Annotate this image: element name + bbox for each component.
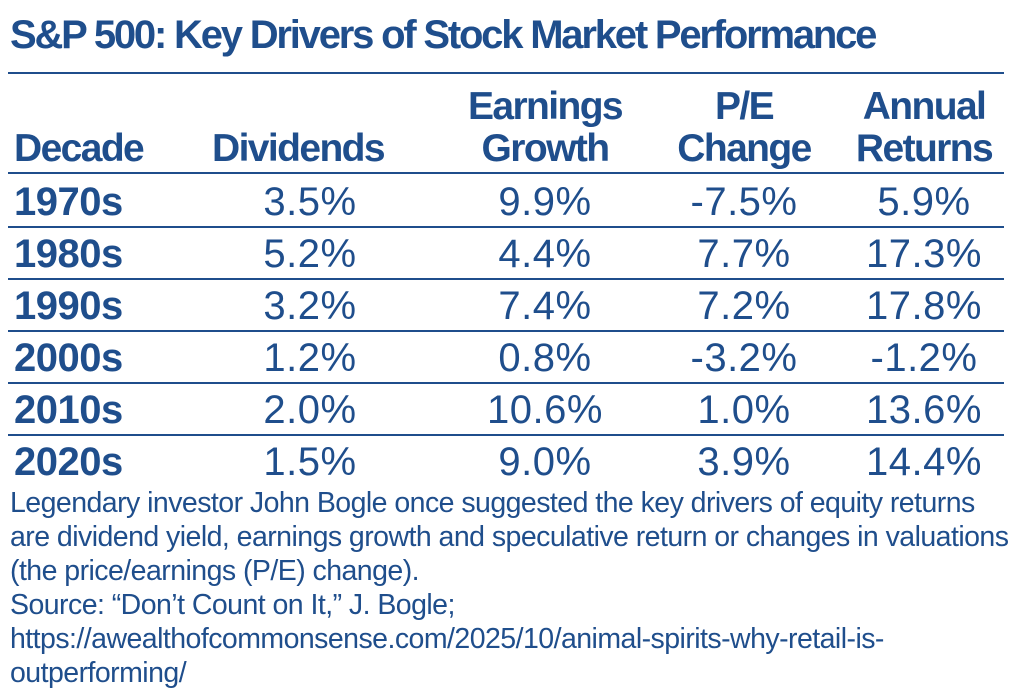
cell-2000s-annual-returns: -1.2%: [870, 336, 978, 380]
cell-2010s-pe-change: 1.0%: [697, 388, 791, 432]
cell-2020s-pe-change: 3.9%: [697, 440, 791, 484]
row-rule: [8, 434, 1004, 436]
cell-1990s-annual-returns: 17.8%: [866, 284, 982, 328]
row-rule: [8, 382, 1004, 384]
header-annual-returns-line1: Annual: [862, 85, 987, 128]
cell-2020s-earnings-growth: 9.0%: [498, 440, 592, 484]
cell-2020s-annual-returns: 14.4%: [866, 440, 982, 484]
cell-2010s-annual-returns: 13.6%: [866, 388, 982, 432]
cell-2020s-dividends: 1.5%: [263, 440, 357, 484]
row-rule: [8, 278, 1004, 280]
header-pe-change: P/E Change: [654, 86, 834, 170]
cell-1970s-annual-returns: 5.9%: [877, 180, 971, 224]
row-label-1970s: 1970s: [14, 180, 123, 224]
footnote: Legendary investor John Bogle once sugge…: [10, 486, 1014, 690]
header-decade: Decade: [14, 127, 145, 170]
header-earnings-growth-line2: Growth: [481, 127, 610, 170]
row-label-1990s: 1990s: [14, 284, 123, 328]
title-rule: [8, 72, 1004, 74]
header-pe-change-line2: Change: [677, 127, 812, 170]
footnote-description: Legendary investor John Bogle once sugge…: [10, 487, 1009, 587]
cell-2000s-earnings-growth: 0.8%: [498, 336, 592, 380]
cell-2000s-dividends: 1.2%: [263, 336, 357, 380]
row-label-1980s: 1980s: [14, 232, 123, 276]
cell-2000s-pe-change: -3.2%: [690, 336, 798, 380]
cell-1970s-dividends: 3.5%: [263, 180, 357, 224]
cell-1970s-pe-change: -7.5%: [690, 180, 798, 224]
cell-1970s-earnings-growth: 9.9%: [498, 180, 592, 224]
footnote-source: Source: “Don’t Count on It,” J. Bogle; h…: [10, 589, 884, 689]
header-annual-returns-line2: Returns: [855, 127, 994, 170]
header-dividends: Dividends: [212, 127, 386, 170]
row-rule: [8, 330, 1004, 332]
cell-1990s-earnings-growth: 7.4%: [498, 284, 592, 328]
header-pe-change-line1: P/E: [714, 85, 775, 128]
header-annual-returns: Annual Returns: [834, 86, 1014, 170]
row-rule: [8, 226, 1004, 228]
cell-1980s-earnings-growth: 4.4%: [498, 232, 592, 276]
header-earnings-growth: Earnings Growth: [440, 86, 650, 170]
row-label-2010s: 2010s: [14, 388, 123, 432]
cell-1980s-dividends: 5.2%: [263, 232, 357, 276]
cell-2010s-earnings-growth: 10.6%: [487, 388, 603, 432]
header-earnings-growth-line1: Earnings: [467, 85, 624, 128]
row-label-2020s: 2020s: [14, 440, 123, 484]
cell-2010s-dividends: 2.0%: [263, 388, 357, 432]
header-rule: [8, 172, 1004, 174]
cell-1980s-pe-change: 7.7%: [697, 232, 791, 276]
chart-title: S&P 500: Key Drivers of Stock Market Per…: [10, 13, 877, 57]
cell-1990s-pe-change: 7.2%: [697, 284, 791, 328]
row-label-2000s: 2000s: [14, 336, 123, 380]
cell-1980s-annual-returns: 17.3%: [866, 232, 982, 276]
cell-1990s-dividends: 3.2%: [263, 284, 357, 328]
